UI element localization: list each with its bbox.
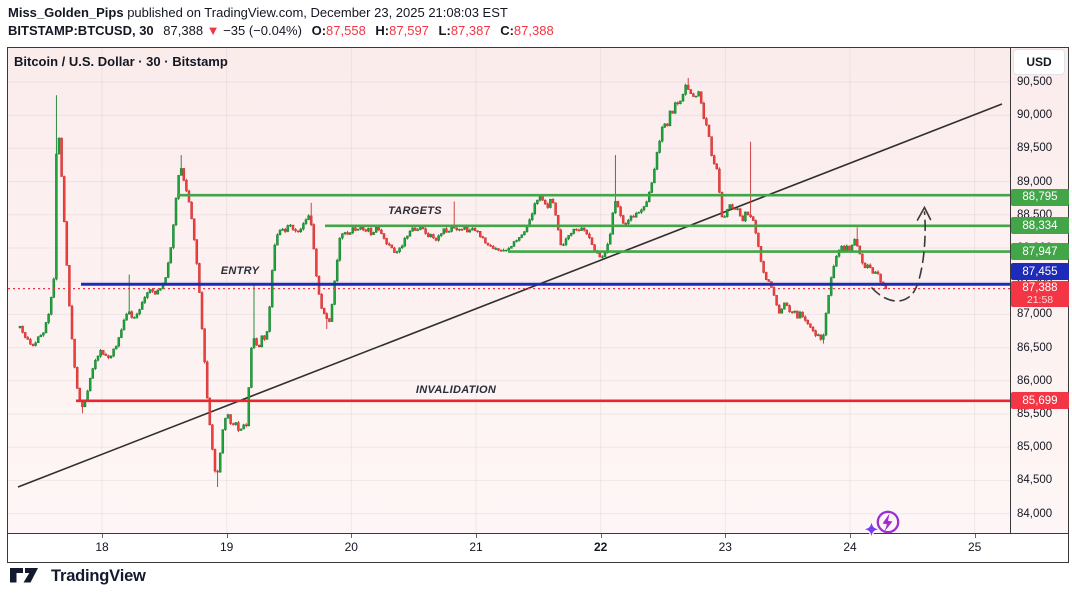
- targets-label[interactable]: TARGETS: [388, 205, 442, 217]
- high-label: H:: [375, 23, 390, 38]
- time-axis-tick: [476, 534, 477, 538]
- x-axis-label: 23: [718, 540, 732, 554]
- chart-legend-title: Bitcoin / U.S. Dollar · 30 · Bitstamp: [14, 54, 228, 69]
- high-value: 87,597: [389, 23, 429, 38]
- price-badge-target-1: 88,795: [1011, 188, 1069, 206]
- open-value: 87,558: [326, 23, 366, 38]
- last-price: 87,388: [163, 23, 204, 38]
- chart-frame: [7, 47, 1069, 563]
- price-badge-target-2: 88,334: [1011, 217, 1069, 235]
- y-axis-label: 87,000: [1017, 308, 1053, 321]
- time-axis-tick: [974, 534, 976, 538]
- price-badge-last: 87,388 21:58: [1011, 280, 1069, 307]
- close-value: 87,388: [513, 23, 554, 38]
- x-axis-label: 19: [220, 540, 234, 554]
- y-axis-label: 90,500: [1017, 76, 1053, 88]
- tradingview-logo[interactable]: TradingView: [10, 566, 146, 586]
- snapshot-header-line1: Miss_Golden_Pips published on TradingVie…: [8, 5, 508, 20]
- time-axis-tick: [850, 534, 851, 538]
- time-axis-tick: [102, 534, 103, 538]
- time-axis-tick: [725, 534, 727, 538]
- time-axis-tick: [226, 534, 228, 538]
- price-badge-target-3: 87,947: [1011, 243, 1069, 260]
- published-text: published on TradingView.com, December 2…: [123, 5, 508, 20]
- x-axis-label: 20: [344, 540, 358, 554]
- price-badge-entry: 87,455: [1011, 263, 1069, 280]
- low-label: L:: [438, 23, 451, 38]
- down-triangle-icon: ▼: [206, 23, 220, 38]
- price-badge-invalidation: 85,699: [1011, 392, 1069, 410]
- time-axis-tick: [600, 534, 602, 538]
- invalidation-label[interactable]: INVALIDATION: [415, 384, 497, 396]
- y-axis-label: 84,500: [1017, 474, 1053, 487]
- x-axis-label: 25: [968, 540, 982, 554]
- symbol-text: BITSTAMP:BTCUSD, 30: [8, 23, 154, 38]
- snapshot-header-line2: BITSTAMP:BTCUSD, 30 87,388 ▼ −35 (−0.04%…: [8, 23, 554, 38]
- tradingview-logo-mark: [10, 568, 38, 583]
- price-axis-separator: [1010, 48, 1011, 533]
- x-axis-label: 21: [469, 540, 483, 554]
- y-axis-label: 86,500: [1017, 341, 1053, 354]
- low-value: 87,387: [450, 23, 491, 38]
- x-axis-label: 24: [843, 540, 857, 554]
- currency-toggle-button[interactable]: USD: [1013, 49, 1065, 75]
- time-axis-tick: [351, 534, 353, 538]
- y-axis-label: 85,500: [1017, 408, 1053, 420]
- y-axis-label: 89,000: [1017, 175, 1053, 188]
- open-label: O:: [311, 23, 327, 38]
- x-axis-label: 18: [95, 540, 109, 554]
- y-axis-label: 84,000: [1017, 507, 1053, 520]
- username-link[interactable]: Miss_Golden_Pips: [8, 5, 124, 20]
- change-text: −35 (−0.04%): [223, 23, 302, 38]
- y-axis-label: 90,000: [1017, 109, 1053, 122]
- entry-label[interactable]: ENTRY: [220, 265, 260, 277]
- close-label: C:: [500, 23, 514, 38]
- tradingview-logo-text: TradingView: [51, 566, 146, 585]
- y-axis-label: 89,500: [1017, 142, 1053, 155]
- x-axis-label: 22: [594, 540, 608, 554]
- y-axis-label: 86,000: [1017, 374, 1053, 387]
- time-axis: [8, 533, 1069, 563]
- y-axis-label: 85,000: [1017, 441, 1053, 454]
